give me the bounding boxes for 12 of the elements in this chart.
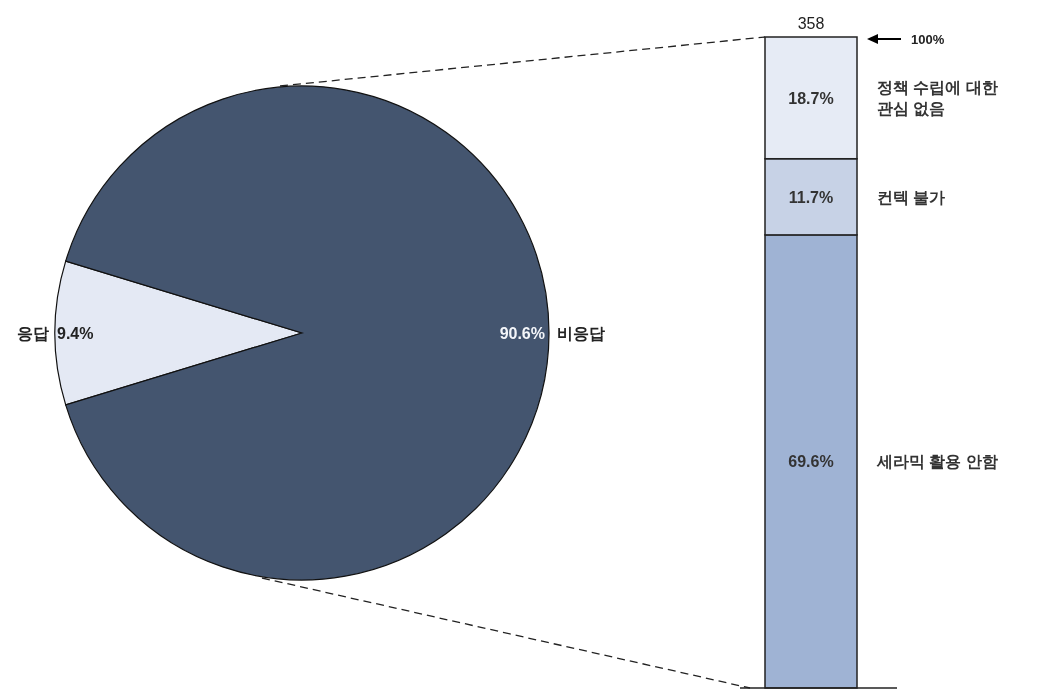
text: 100% [911, 32, 945, 47]
data-label: 69.6% [788, 453, 834, 471]
data-label: 90.6% [499, 325, 545, 342]
series-label: 세라믹 활용 안함 [876, 453, 998, 471]
data-label: 9.4% [57, 325, 94, 342]
data-label: 18.7% [788, 89, 834, 107]
slice-label: 비응답 [557, 325, 605, 342]
series-label: 정책 수립에 대한 관심 없음 [877, 79, 998, 118]
text: 358 [797, 15, 825, 32]
series-label: 컨텍 불가 [877, 188, 946, 206]
slice-label: 응답 [17, 325, 49, 342]
data-label: 11.7% [788, 188, 834, 206]
